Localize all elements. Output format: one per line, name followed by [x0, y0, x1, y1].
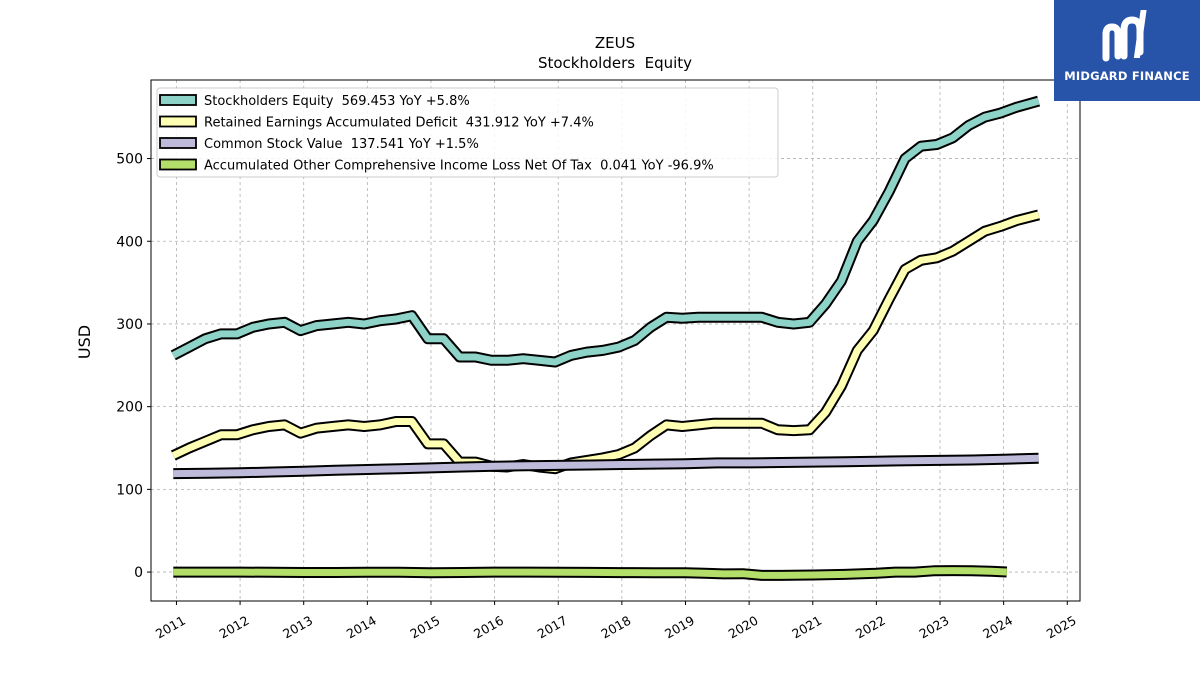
y-tick-label: 100 — [116, 482, 143, 498]
series-line — [173, 454, 1039, 478]
legend-label: Retained Earnings Accumulated Deficit 43… — [204, 116, 594, 131]
series-2 — [173, 452, 1039, 480]
legend-label: Accumulated Other Comprehensive Income L… — [204, 159, 714, 174]
chart-subtitle: Stockholders Equity — [538, 54, 692, 72]
legend-box — [156, 87, 779, 178]
x-tick-label: 2011 — [153, 613, 188, 642]
y-tick-label: 500 — [116, 152, 143, 168]
midgard-logo-icon — [1102, 10, 1147, 62]
series-layer — [170, 95, 1041, 581]
series-0 — [170, 95, 1041, 368]
legend-swatch — [159, 115, 197, 128]
series-1 — [170, 209, 1040, 475]
x-tick-label: 2012 — [217, 613, 252, 642]
series-line — [173, 567, 1007, 579]
y-tick-label: 200 — [116, 400, 143, 416]
x-tick-label: 2021 — [789, 613, 824, 642]
series-3 — [173, 565, 1008, 581]
legend-label: Common Stock Value 137.541 YoY +1.5% — [204, 137, 479, 152]
x-tick-label: 2018 — [598, 613, 633, 642]
y-tick-label: 400 — [116, 234, 143, 250]
x-tick-label: 2013 — [280, 613, 315, 642]
brand-logo: MIDGARD FINANCE — [1054, 0, 1200, 101]
series-line — [171, 211, 1040, 473]
x-tick-label: 2014 — [344, 613, 379, 642]
legend-swatch — [159, 94, 197, 106]
brand-name: MIDGARD FINANCE — [1064, 69, 1190, 83]
x-tick-label: 2022 — [853, 613, 888, 642]
y-tick-label: 0 — [134, 565, 143, 581]
x-tick-label: 2017 — [535, 613, 570, 642]
x-tick-label: 2016 — [471, 613, 506, 642]
legend-swatch — [159, 158, 197, 171]
legend-label: Stockholders Equity 569.453 YoY +5.8% — [204, 94, 470, 109]
y-tick-label: 300 — [116, 317, 143, 333]
x-tick-label: 2015 — [407, 613, 442, 642]
series-line — [171, 97, 1040, 366]
x-tick-label: 2020 — [726, 613, 761, 642]
legend: Stockholders Equity 569.453 YoY +5.8% Ret… — [156, 87, 779, 178]
x-tick-label: 2024 — [980, 613, 1015, 642]
x-tick-label: 2025 — [1044, 613, 1079, 642]
legend-swatch — [159, 137, 197, 149]
x-tick-label: 2023 — [916, 613, 951, 642]
plot-frame — [150, 79, 1081, 602]
x-tick-label: 2019 — [662, 613, 697, 642]
chart-title: ZEUS — [595, 34, 635, 52]
y-axis-label: USD — [75, 325, 94, 359]
